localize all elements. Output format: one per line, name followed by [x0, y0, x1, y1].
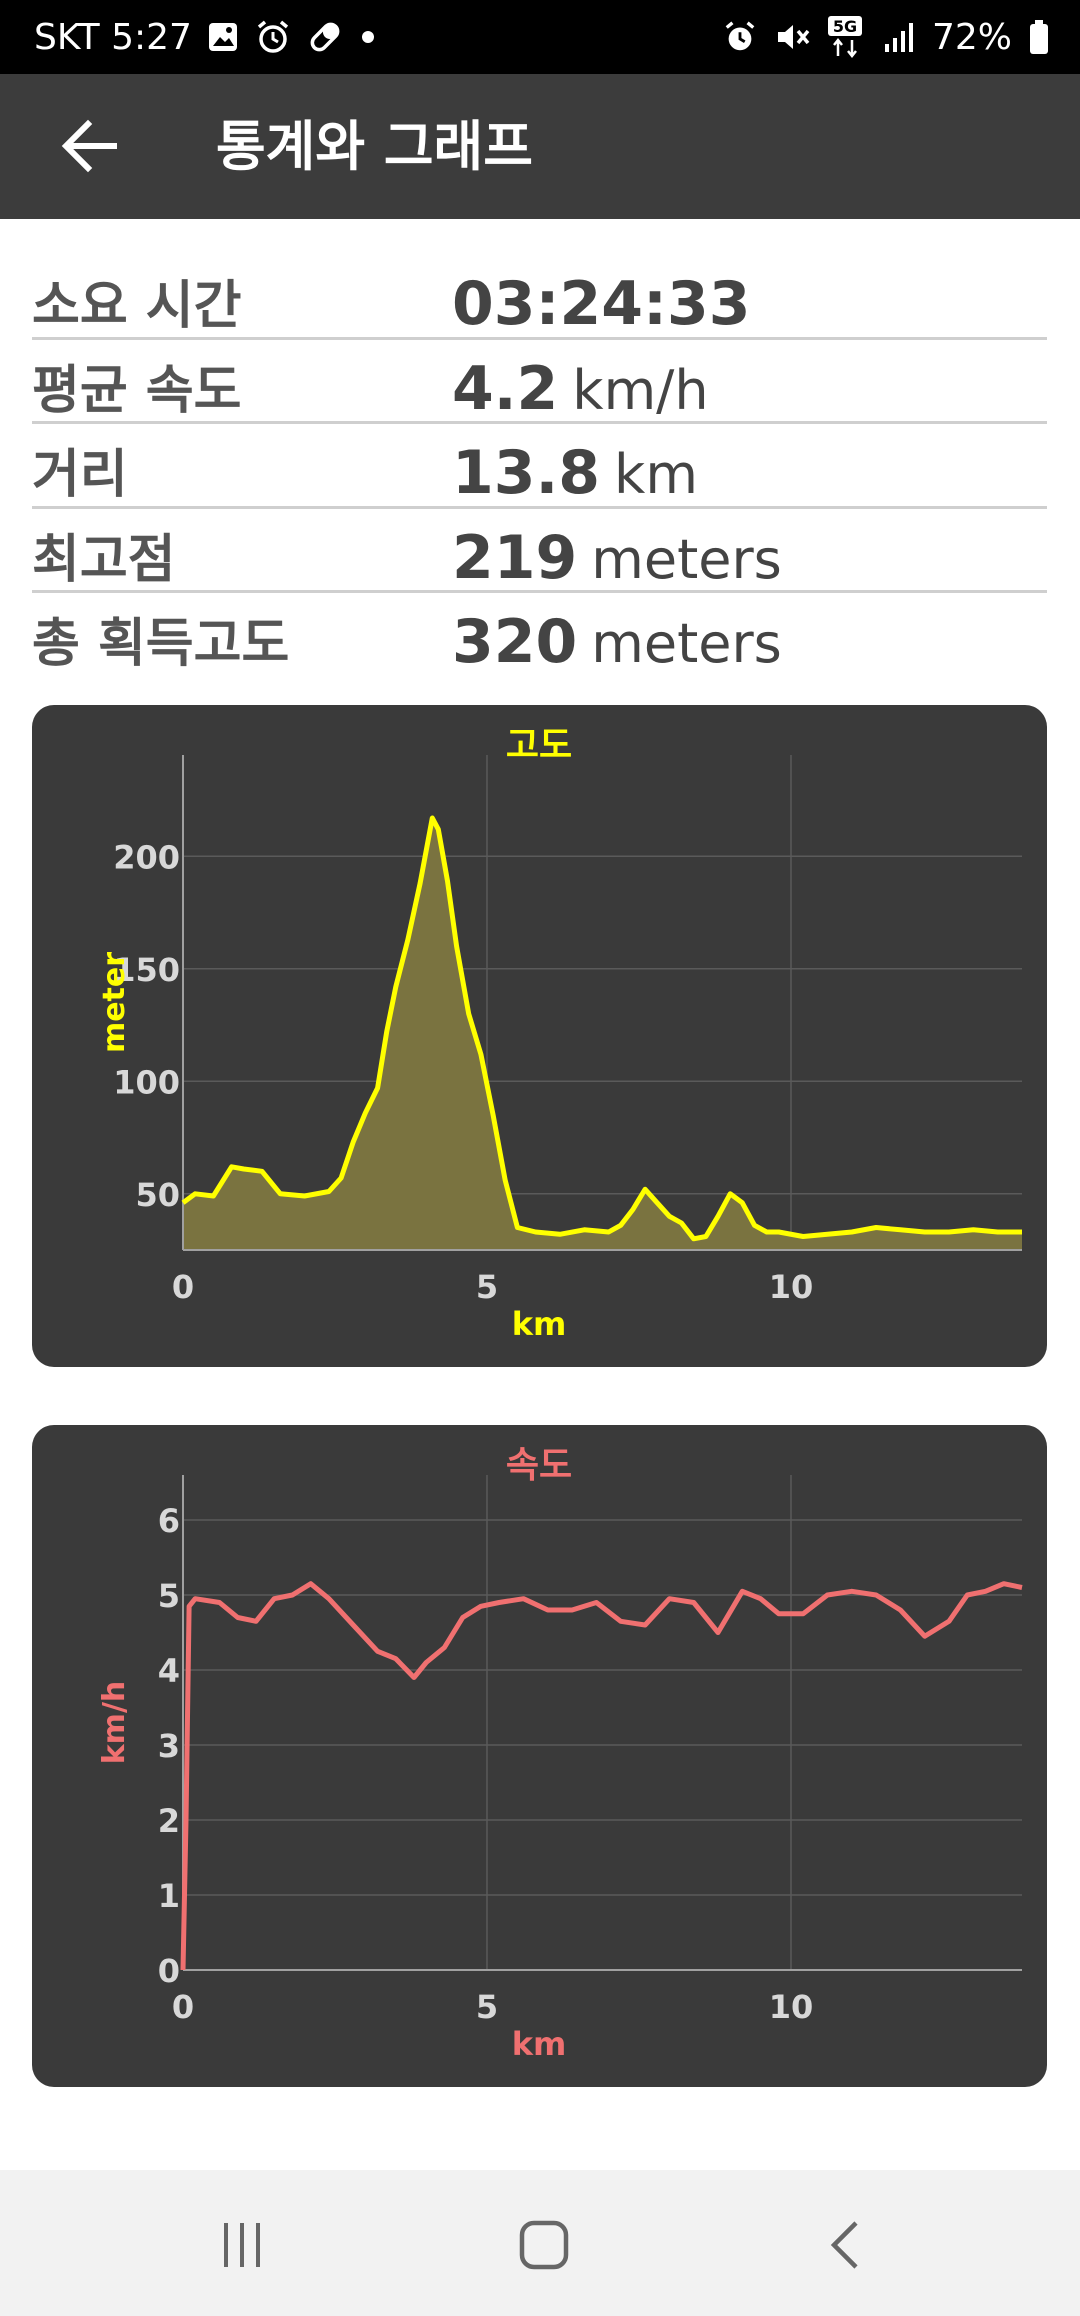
stat-row-highest-point: 최고점 219 meters: [32, 509, 1047, 593]
elevation-chart-card: 0 5 10 50 100 150 200 고도 km meter: [32, 705, 1047, 1367]
x-tick-label: 0: [172, 1268, 194, 1306]
chevron-left-icon: [830, 2221, 858, 2269]
series-area-fill: [183, 818, 1022, 1250]
dot-icon: [358, 27, 378, 47]
alarm-icon: [254, 18, 292, 56]
stat-unit: meters: [591, 612, 782, 675]
x-tick-label: 5: [476, 1268, 498, 1306]
arrow-left-icon: [61, 119, 117, 173]
y-axis-label: meter: [97, 952, 132, 1053]
stat-value: 4.2 km/h: [452, 354, 709, 424]
stat-number: 320: [452, 607, 578, 677]
y-tick-label: 6: [158, 1502, 180, 1540]
y-tick-label: 5: [158, 1577, 180, 1615]
back-nav-button[interactable]: [806, 2205, 886, 2285]
x-tick-label: 10: [769, 1268, 814, 1306]
stat-unit: km: [614, 443, 698, 506]
stat-label: 거리: [32, 445, 128, 505]
stat-label: 총 획득고도: [32, 614, 290, 674]
stat-number: 03:24:33: [452, 269, 751, 339]
gallery-icon: [206, 20, 240, 54]
stat-number: 13.8: [452, 438, 601, 508]
stat-value: 13.8 km: [452, 438, 698, 508]
elevation-chart: 0 5 10 50 100 150 200 고도 km meter: [97, 725, 1022, 1343]
battery-icon: [1028, 19, 1050, 55]
pill-icon: [306, 18, 344, 56]
y-tick-label: 3: [158, 1727, 180, 1765]
stat-label: 평균 속도: [32, 360, 242, 421]
carrier-time: SKT 5:27: [34, 16, 192, 58]
stat-row-duration: 소요 시간 03:24:33: [32, 255, 1047, 340]
speed-chart-card: 0 5 10 0 1 2 3 4 5 6 속도 km km/h: [32, 1425, 1047, 2087]
signal-icon: [882, 20, 916, 54]
y-axis-label: km/h: [97, 1681, 132, 1765]
stat-unit: km/h: [572, 358, 709, 422]
series-line: [180, 1581, 1023, 1971]
recent-apps-icon: [224, 2223, 260, 2267]
5g-icon: 5G: [826, 15, 866, 59]
chart-title: 속도: [506, 1445, 572, 1486]
x-tick-label: 0: [172, 1988, 194, 2026]
alarm-icon: [722, 19, 758, 55]
stat-label: 소요 시간: [32, 276, 242, 336]
home-button[interactable]: [504, 2205, 584, 2285]
speed-chart: 0 5 10 0 1 2 3 4 5 6 속도 km km/h: [97, 1445, 1023, 2063]
stat-value: 320 meters: [452, 607, 782, 677]
y-tick-label: 0: [158, 1952, 180, 1990]
y-tick-label: 50: [135, 1176, 180, 1214]
page-title: 통계와 그래프: [216, 115, 533, 178]
chart-title: 고도: [506, 725, 572, 766]
battery-percent: 72%: [931, 16, 1012, 58]
navigation-bar: [0, 2170, 1080, 2316]
stat-value: 03:24:33: [452, 269, 764, 339]
recent-apps-button[interactable]: [202, 2205, 282, 2285]
series-line: [181, 815, 1022, 1242]
stat-unit: meters: [591, 527, 782, 591]
x-tick-label: 10: [769, 1988, 814, 2026]
status-bar: SKT 5:27 5G 72%: [0, 0, 1080, 74]
app-bar: 통계와 그래프: [0, 74, 1080, 219]
svg-text:5G: 5G: [833, 17, 857, 36]
mute-icon: [774, 19, 810, 55]
home-icon: [519, 2220, 569, 2270]
stat-number: 4.2: [452, 353, 559, 424]
stat-value: 219 meters: [452, 523, 782, 593]
y-tick-label: 200: [113, 838, 180, 876]
x-tick-label: 5: [476, 1988, 498, 2026]
stat-number: 219: [452, 522, 578, 593]
y-tick-label: 2: [158, 1802, 180, 1840]
y-tick-label: 150: [113, 951, 180, 989]
stat-row-avg-speed: 평균 속도 4.2 km/h: [32, 340, 1047, 424]
stat-row-distance: 거리 13.8 km: [32, 424, 1047, 509]
stat-label: 최고점: [32, 529, 176, 590]
x-axis-label: km: [512, 1305, 567, 1343]
x-axis-label: km: [512, 2025, 567, 2063]
y-tick-label: 1: [158, 1877, 180, 1915]
back-button[interactable]: [48, 110, 128, 182]
stats-table: 소요 시간 03:24:33 평균 속도 4.2 km/h 거리 13.8 km 최…: [32, 255, 1047, 678]
y-tick-label: 100: [113, 1063, 180, 1101]
stat-row-elevation-gain: 총 획득고도 320 meters: [32, 593, 1047, 678]
y-tick-label: 4: [158, 1652, 180, 1690]
